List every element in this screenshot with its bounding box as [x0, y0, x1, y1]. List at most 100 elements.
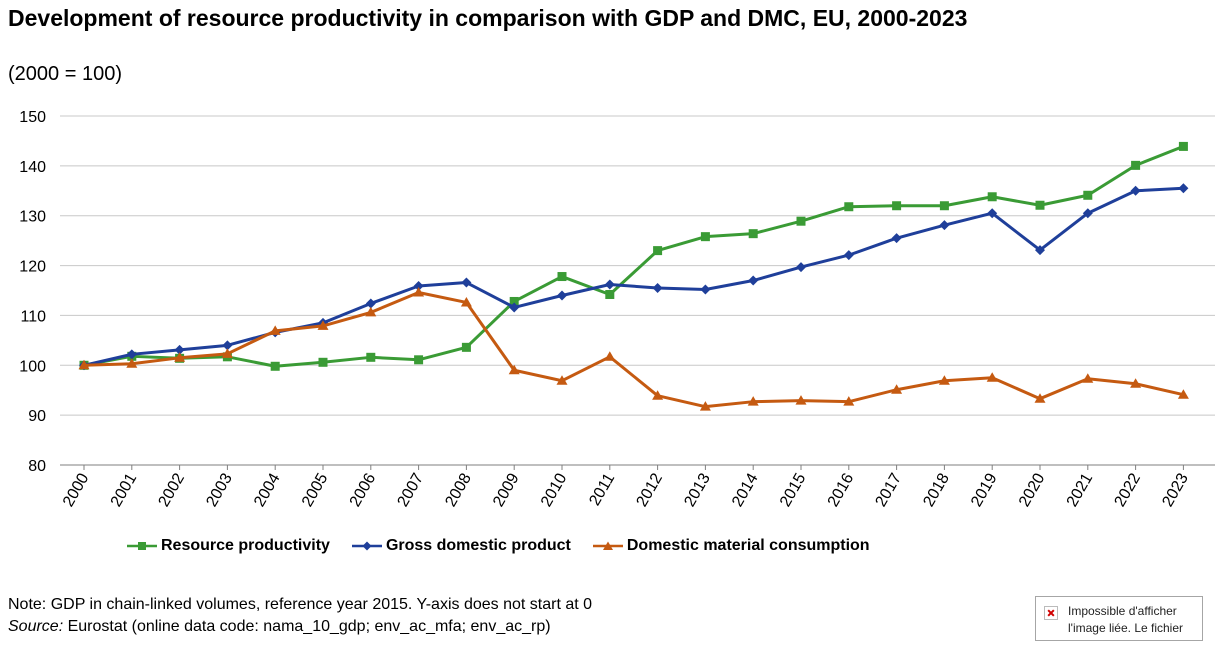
- x-tick-label: 2003: [203, 470, 236, 509]
- data-point: [987, 208, 998, 219]
- data-point: [892, 201, 902, 211]
- data-point: [413, 281, 424, 292]
- legend-label: Resource productivity: [161, 537, 330, 554]
- data-point: [604, 279, 615, 290]
- chart-notes: Note: GDP in chain-linked volumes, refer…: [8, 594, 592, 638]
- data-point: [939, 220, 950, 231]
- data-point: [939, 201, 949, 211]
- x-tick-label: 2019: [968, 470, 1001, 509]
- data-point: [1082, 208, 1093, 219]
- data-point: [843, 250, 854, 261]
- data-point: [1131, 160, 1141, 170]
- data-point: [796, 262, 806, 273]
- data-point: [700, 232, 710, 242]
- data-point: [891, 233, 902, 244]
- data-point: [699, 401, 711, 411]
- data-point: [1083, 190, 1093, 200]
- series-gross-domestic-product: [79, 183, 1189, 371]
- data-point: [1082, 373, 1094, 383]
- y-axis-tick-labels: 80 90 100 110 120 130 140 150: [19, 109, 46, 475]
- data-point: [508, 364, 520, 375]
- series-line: [83, 186, 1184, 367]
- series-line: [83, 290, 1184, 409]
- data-point: [126, 358, 138, 368]
- data-point: [174, 352, 186, 362]
- y-tick-label: 140: [19, 159, 46, 176]
- x-tick-label: 2015: [777, 470, 810, 509]
- data-point: [221, 348, 233, 358]
- data-point: [986, 372, 998, 382]
- data-point: [987, 192, 997, 202]
- y-tick-label: 90: [28, 408, 46, 425]
- x-tick-label: 2013: [681, 470, 714, 509]
- data-point: [366, 352, 376, 362]
- data-point: [365, 306, 377, 317]
- x-tick-label: 2009: [490, 470, 523, 509]
- broken-image-placeholder: Impossible d'afficher l'image liée. Le f…: [1035, 596, 1203, 641]
- note-text: Note: GDP in chain-linked volumes, refer…: [8, 596, 593, 613]
- data-point: [652, 283, 663, 294]
- data-point: [78, 359, 90, 370]
- x-tick-label: 2001: [108, 470, 141, 509]
- legend-diamond-marker-icon: [351, 541, 382, 551]
- y-tick-label: 110: [20, 308, 46, 325]
- data-point: [460, 296, 472, 307]
- data-point: [891, 384, 903, 394]
- data-point: [556, 375, 568, 385]
- data-point: [461, 342, 471, 352]
- series-resource-productivity: [79, 141, 1188, 371]
- data-point: [652, 390, 664, 400]
- x-tick-label: 2014: [729, 470, 762, 509]
- legend-item-resource-productivity: Resource productivity: [127, 537, 330, 555]
- x-tick-label: 2016: [825, 470, 858, 509]
- data-point: [270, 361, 280, 371]
- data-point: [843, 396, 855, 406]
- source-text: Eurostat (online data code: nama_10_gdp;…: [63, 618, 551, 635]
- y-tick-label: 150: [19, 109, 46, 126]
- data-point: [222, 340, 233, 351]
- x-tick-label: 2007: [395, 470, 428, 509]
- data-point: [748, 275, 759, 286]
- x-tick-label: 2020: [1016, 470, 1049, 509]
- x-tick-label: 2006: [347, 470, 380, 509]
- legend-square-marker-icon: [127, 542, 157, 550]
- data-point: [1177, 389, 1189, 399]
- data-point: [557, 290, 567, 301]
- gridlines: [60, 115, 1215, 466]
- data-point: [700, 284, 711, 295]
- data-point: [1130, 185, 1141, 196]
- data-point: [1034, 393, 1046, 403]
- data-point: [605, 289, 615, 299]
- data-point: [317, 320, 329, 330]
- data-point: [747, 396, 759, 406]
- series-line: [83, 145, 1184, 368]
- x-axis: 2000 2001 2002 2003 2004 2005 2006 2007 2008 2009…: [60, 464, 1215, 510]
- source-line: Source: Eurostat (online data code: nama…: [8, 616, 592, 638]
- data-point: [461, 277, 472, 288]
- data-point: [414, 355, 424, 365]
- data-point: [1178, 141, 1188, 151]
- legend-item-gross-domestic-product: Gross domestic product: [351, 537, 571, 555]
- data-point: [748, 229, 758, 239]
- data-point: [938, 375, 950, 385]
- data-point: [126, 349, 137, 360]
- legend: Resource productivity Gross domestic pro…: [127, 537, 870, 555]
- y-tick-label: 80: [28, 458, 46, 475]
- data-point: [509, 296, 519, 306]
- data-point: [1035, 245, 1045, 256]
- broken-image-x-icon: [1044, 606, 1058, 620]
- x-tick-label: 2010: [538, 470, 571, 509]
- data-point: [318, 357, 328, 367]
- data-point: [365, 298, 376, 309]
- x-tick-label: 2000: [60, 470, 93, 509]
- x-tick-label: 2018: [920, 470, 953, 509]
- chart-title: Development of resource productivity in …: [8, 5, 968, 31]
- data-point: [653, 246, 663, 256]
- data-point: [604, 351, 616, 361]
- x-tick-label: 2023: [1159, 470, 1192, 509]
- data-point: [413, 286, 425, 297]
- legend-item-domestic-material-consumption: Domestic material consumption: [592, 537, 870, 555]
- x-tick-label: 2021: [1064, 470, 1097, 509]
- x-tick-label: 2002: [156, 470, 189, 509]
